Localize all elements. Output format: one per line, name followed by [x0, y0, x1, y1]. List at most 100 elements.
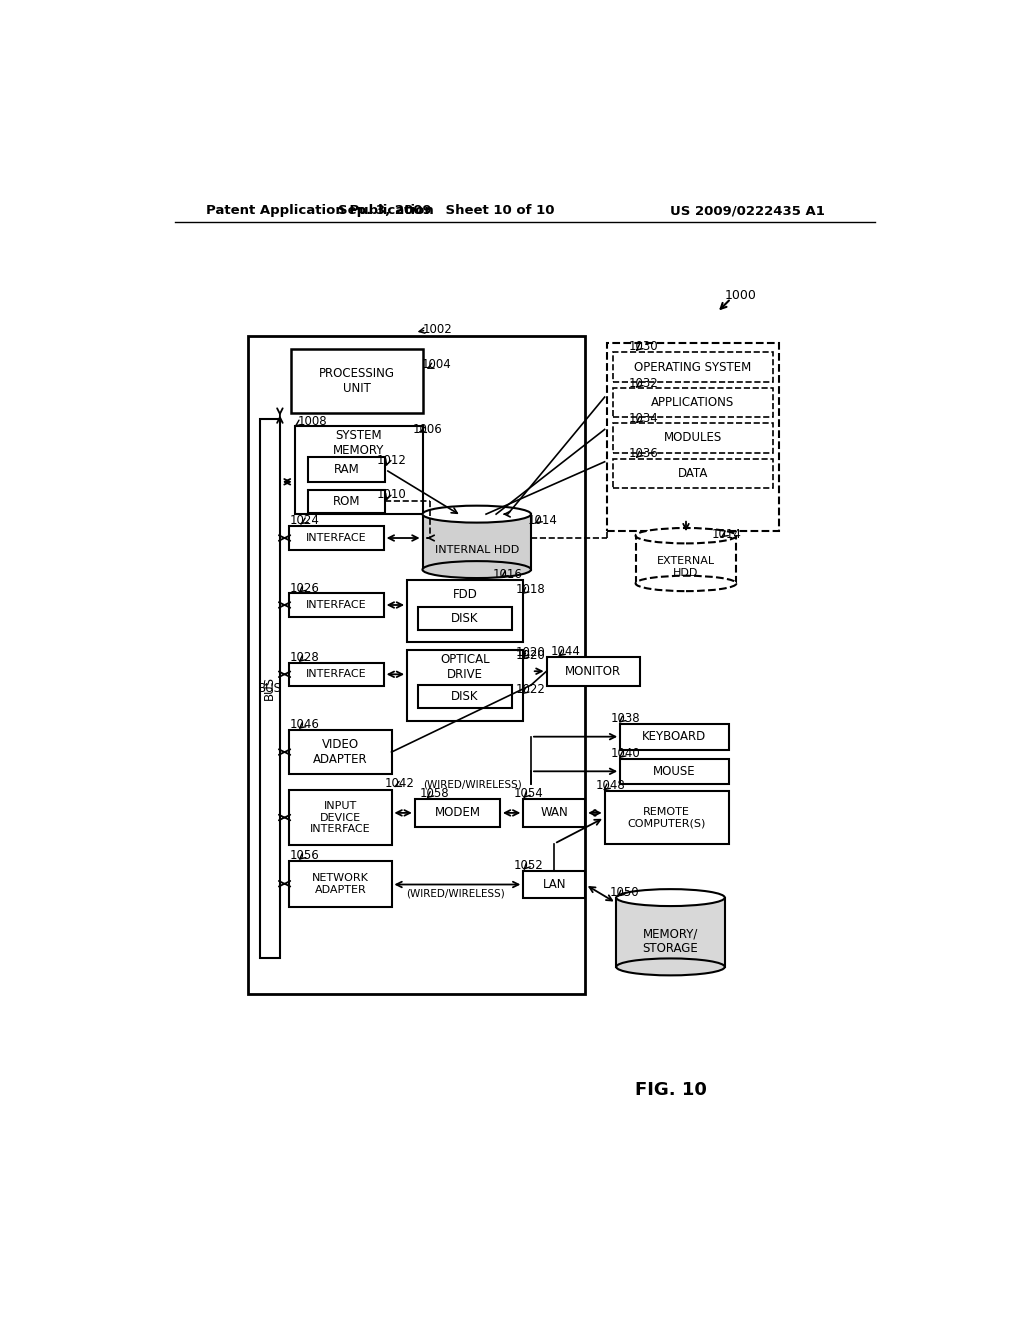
Text: MODULES: MODULES	[664, 432, 722, 445]
Text: MEMORY/
STORAGE: MEMORY/ STORAGE	[643, 928, 698, 956]
Text: 1002: 1002	[423, 323, 453, 335]
Bar	[418, 607, 512, 630]
Text: 1004: 1004	[422, 358, 452, 371]
Text: 1042: 1042	[384, 777, 414, 791]
Text: 1052: 1052	[514, 859, 544, 871]
Text: 1006: 1006	[413, 422, 442, 436]
Text: 1022: 1022	[516, 684, 546, 696]
Bar	[613, 352, 773, 381]
Bar	[616, 898, 725, 966]
Ellipse shape	[636, 528, 736, 544]
Text: 1048: 1048	[595, 779, 625, 792]
Text: 1014: 1014	[527, 513, 557, 527]
Bar	[523, 871, 586, 899]
Text: DISK: DISK	[452, 690, 479, 704]
Bar	[260, 418, 280, 958]
Text: 1030: 1030	[629, 339, 658, 352]
Text: BUS: BUS	[263, 676, 276, 700]
Text: 1050: 1050	[609, 886, 639, 899]
Text: 1008: 1008	[298, 416, 328, 428]
Text: 1044: 1044	[551, 645, 581, 659]
Ellipse shape	[616, 890, 725, 906]
Text: MOUSE: MOUSE	[653, 764, 695, 777]
Text: 1000: 1000	[724, 289, 756, 302]
Bar	[636, 536, 736, 583]
Text: US 2009/0222435 A1: US 2009/0222435 A1	[671, 205, 825, 218]
Text: 1028: 1028	[290, 651, 319, 664]
Bar	[607, 343, 779, 531]
Text: (WIRED/WIRELESS): (WIRED/WIRELESS)	[424, 779, 522, 789]
Text: 1026: 1026	[290, 582, 319, 594]
Text: FDD: FDD	[453, 587, 477, 601]
Text: KEYBOARD: KEYBOARD	[642, 730, 707, 743]
Bar	[289, 663, 384, 686]
Bar	[613, 388, 773, 417]
Text: BUS: BUS	[258, 681, 282, 694]
Ellipse shape	[423, 561, 531, 578]
Bar	[604, 792, 729, 843]
Text: LAN: LAN	[543, 878, 566, 891]
Text: 1058: 1058	[419, 787, 449, 800]
Text: 1020: 1020	[516, 648, 546, 661]
Text: WAN: WAN	[541, 807, 568, 820]
Bar	[613, 459, 773, 488]
Text: 1010: 1010	[377, 488, 407, 502]
Text: MODEM: MODEM	[434, 807, 480, 820]
Text: DATA: DATA	[678, 467, 709, 480]
Bar	[289, 594, 384, 616]
Bar	[295, 426, 423, 515]
Bar	[423, 515, 531, 570]
Ellipse shape	[636, 576, 736, 591]
Bar	[418, 685, 512, 708]
Bar	[621, 725, 729, 750]
Text: OPERATING SYSTEM: OPERATING SYSTEM	[634, 360, 752, 374]
Bar	[308, 457, 385, 482]
Text: INTERFACE: INTERFACE	[306, 601, 367, 610]
Bar	[415, 799, 500, 826]
Text: 1012: 1012	[377, 454, 407, 467]
Bar	[407, 581, 523, 642]
Text: MONITOR: MONITOR	[565, 665, 622, 677]
Text: FIG. 10: FIG. 10	[635, 1081, 707, 1100]
Text: 1018: 1018	[516, 583, 546, 597]
Text: (WIRED/WIRELESS): (WIRED/WIRELESS)	[407, 888, 505, 899]
Text: 1054: 1054	[514, 787, 544, 800]
Text: 1016: 1016	[493, 568, 522, 581]
Text: ROM: ROM	[333, 495, 360, 508]
Bar	[289, 527, 384, 549]
Text: 1032: 1032	[629, 376, 658, 389]
Text: PROCESSING
UNIT: PROCESSING UNIT	[318, 367, 394, 395]
Text: RAM: RAM	[334, 463, 359, 477]
Text: Sep. 3, 2009   Sheet 10 of 10: Sep. 3, 2009 Sheet 10 of 10	[338, 205, 554, 218]
Bar	[407, 649, 523, 721]
Bar	[308, 490, 385, 512]
Text: 1020: 1020	[516, 647, 546, 659]
Text: 1040: 1040	[610, 747, 640, 760]
Text: INTERFACE: INTERFACE	[306, 669, 367, 680]
Text: 1034: 1034	[629, 412, 658, 425]
Bar	[547, 657, 640, 686]
Ellipse shape	[423, 506, 531, 523]
Text: VIDEO
ADAPTER: VIDEO ADAPTER	[313, 738, 368, 766]
Text: INTERFACE: INTERFACE	[306, 533, 367, 543]
Text: 1014: 1014	[712, 528, 741, 541]
Bar	[291, 350, 423, 412]
Text: INTERNAL HDD: INTERNAL HDD	[434, 545, 519, 554]
Text: 1024: 1024	[290, 513, 319, 527]
Text: NETWORK
ADAPTER: NETWORK ADAPTER	[312, 873, 369, 895]
Text: DISK: DISK	[452, 611, 479, 624]
Bar	[289, 861, 391, 907]
Ellipse shape	[616, 958, 725, 975]
Text: REMOTE
COMPUTER(S): REMOTE COMPUTER(S)	[628, 807, 706, 829]
Text: 1046: 1046	[290, 718, 319, 731]
Bar	[289, 789, 391, 845]
Bar	[621, 759, 729, 784]
Text: EXTERNAL
HDD: EXTERNAL HDD	[657, 557, 715, 578]
Text: Patent Application Publication: Patent Application Publication	[206, 205, 433, 218]
Text: OPTICAL
DRIVE: OPTICAL DRIVE	[440, 652, 489, 681]
Text: APPLICATIONS: APPLICATIONS	[651, 396, 734, 409]
Bar	[248, 335, 586, 994]
Bar	[523, 799, 586, 826]
Text: SYSTEM
MEMORY: SYSTEM MEMORY	[333, 429, 384, 457]
Text: 1036: 1036	[629, 446, 658, 459]
